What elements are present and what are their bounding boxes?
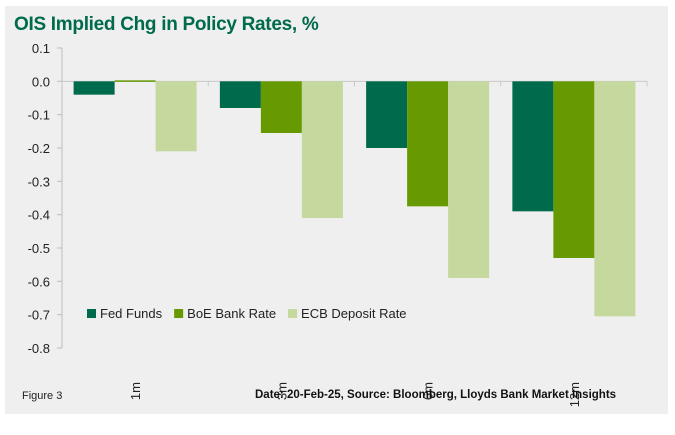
y-tick-label: -0.5 [28, 241, 50, 256]
chart-title: OIS Implied Chg in Policy Rates, % [14, 14, 319, 35]
bar-boe-bank-rate-1m [114, 80, 156, 82]
bar-boe-bank-rate-12m [553, 81, 595, 258]
x-tick-label: 1m [128, 382, 143, 400]
bar-ecb-deposit-rate-1m [155, 81, 197, 152]
y-tick-label: -0.8 [28, 341, 50, 356]
y-tick-label: -0.1 [28, 108, 50, 123]
bar-fed-funds-1m [73, 81, 115, 95]
bar-boe-bank-rate-3m [260, 81, 302, 133]
legend-swatch [288, 309, 298, 318]
y-tick-label: 0.1 [32, 41, 50, 56]
bar-ecb-deposit-rate-12m [594, 81, 636, 317]
y-tick-label: -0.6 [28, 274, 50, 289]
bar-fed-funds-6m [366, 81, 408, 148]
y-tick-label: -0.2 [28, 141, 50, 156]
legend: Fed Funds BoE Bank Rate ECB Deposit Rate [87, 306, 407, 321]
bar-ecb-deposit-rate-6m [448, 81, 490, 278]
bar-fed-funds-12m [512, 81, 554, 212]
bar-boe-bank-rate-6m [407, 81, 449, 207]
legend-label: ECB Deposit Rate [301, 306, 407, 321]
legend-label: BoE Bank Rate [187, 306, 276, 321]
source-note: Date: 20-Feb-25, Source: Bloomberg, Lloy… [255, 389, 617, 401]
x-axis-labels: 1m 3m 6m 12m [128, 382, 582, 407]
bar-ecb-deposit-rate-3m [301, 81, 343, 218]
y-tick-label: -0.4 [28, 208, 50, 223]
y-tick-label: -0.7 [28, 308, 50, 323]
x-tick-label: 12m [567, 382, 582, 407]
bars [73, 80, 636, 317]
bar-fed-funds-3m [219, 81, 261, 108]
figure-label: Figure 3 [22, 390, 63, 402]
legend-swatch [174, 309, 184, 318]
legend-swatch [87, 309, 96, 318]
y-tick-label: -0.3 [28, 174, 50, 189]
x-tick-label: 6m [421, 382, 436, 400]
y-tick-label: 0.0 [32, 74, 50, 89]
x-tick-label: 3m [274, 382, 289, 400]
legend-label: Fed Funds [100, 306, 163, 321]
